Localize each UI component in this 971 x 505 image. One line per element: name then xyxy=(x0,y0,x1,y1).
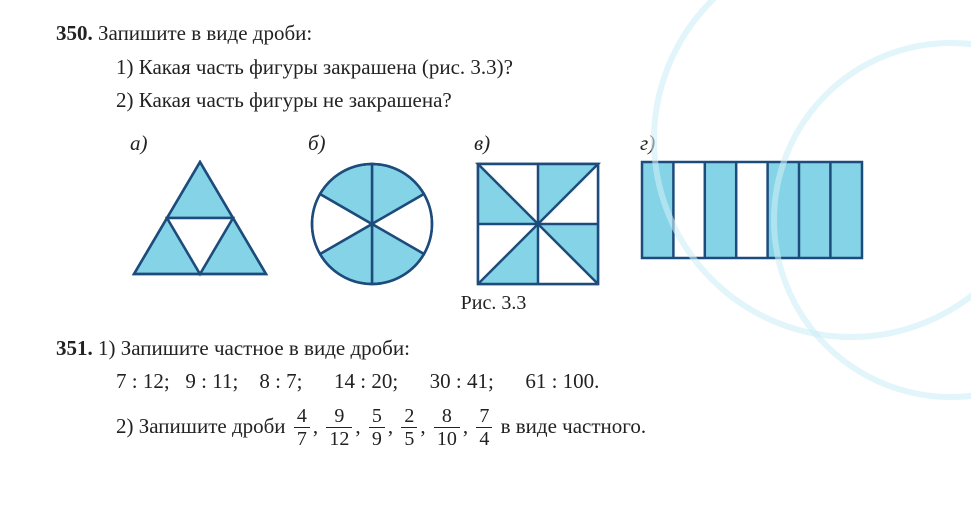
figure-caption: Рис. 3.3 xyxy=(56,292,931,315)
p350-title: 350. Запишите в виде дроби: xyxy=(56,18,931,50)
p350-title-text: Запишите в виде дроби: xyxy=(98,21,312,45)
p351-ratios: 7 : 12; 9 : 11; 8 : 7; 14 : 20; 30 : 41;… xyxy=(56,366,931,398)
p351-q2a: 2) Запишите дроби xyxy=(116,411,286,443)
ratio-1: 9 : 11; xyxy=(185,366,238,398)
p351-line2: 2) Запишите дроби 47, 912, 59, 25, 810, … xyxy=(56,406,931,449)
figure-c-label: в) xyxy=(474,131,490,156)
frac-0: 47 xyxy=(291,406,313,449)
frac-1: 912 xyxy=(323,406,355,449)
pie-diagram xyxy=(308,160,436,288)
ratio-2: 8 : 7; xyxy=(259,366,302,398)
p351-num: 351. xyxy=(56,336,93,360)
p350-q1: 1) Какая часть фигуры закрашена (рис. 3.… xyxy=(56,52,931,84)
ratio-3: 14 : 20; xyxy=(334,366,398,398)
p350-q2: 2) Какая часть фигуры не закрашена? xyxy=(56,85,931,117)
p350-num: 350. xyxy=(56,21,93,45)
frac-4: 810 xyxy=(431,406,463,449)
frac-3: 25 xyxy=(398,406,420,449)
figure-d-label: г) xyxy=(640,131,655,156)
p351-q2b: в виде частного. xyxy=(501,411,647,443)
figure-row: а) б) xyxy=(130,131,931,288)
figure-a-label: а) xyxy=(130,131,148,156)
figure-b-label: б) xyxy=(308,131,326,156)
p351-q1: 1) Запишите частное в виде дроби: xyxy=(98,336,410,360)
ratio-0: 7 : 12; xyxy=(116,366,170,398)
triangle-diagram xyxy=(130,160,270,278)
figure-a: а) xyxy=(130,131,270,278)
square8-diagram xyxy=(474,160,602,288)
p351-line1: 351. 1) Запишите частное в виде дроби: xyxy=(56,333,931,365)
frac-5: 74 xyxy=(473,406,495,449)
figure-b: б) xyxy=(308,131,436,288)
frac-2: 59 xyxy=(366,406,388,449)
ratio-5: 61 : 100. xyxy=(525,366,599,398)
figure-d: г) xyxy=(640,131,864,260)
ratio-4: 30 : 41; xyxy=(430,366,494,398)
figure-c: в) xyxy=(474,131,602,288)
bars-diagram xyxy=(640,160,864,260)
